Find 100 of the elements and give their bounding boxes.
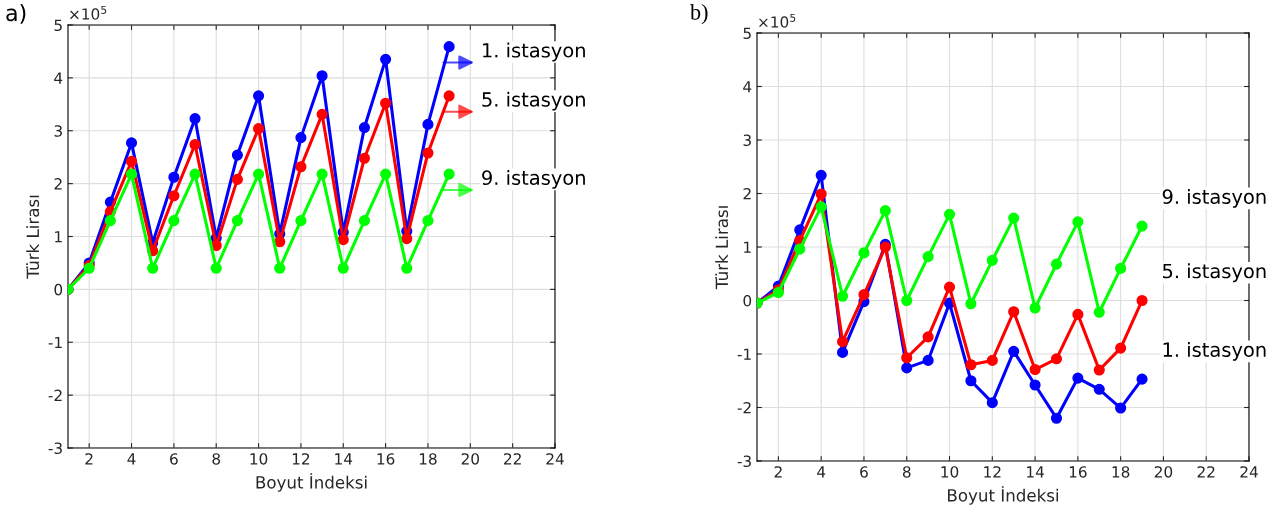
x-tick-label: 10 [250, 453, 268, 465]
point [1008, 306, 1020, 318]
point [104, 215, 116, 227]
x-tick-label: 16 [1069, 466, 1087, 478]
point [231, 149, 243, 161]
point [986, 354, 998, 366]
point [922, 354, 934, 366]
point [1029, 302, 1041, 314]
point [147, 262, 159, 274]
x-tick-label: 6 [170, 453, 178, 465]
point [380, 97, 392, 109]
y-tick-label: 3 [743, 134, 751, 147]
point [858, 289, 870, 301]
point [815, 169, 827, 181]
y-tick-label: 5 [743, 27, 751, 40]
x-tick-label: 20 [1154, 466, 1173, 478]
point [858, 247, 870, 259]
y-tick-label: 4 [743, 81, 752, 93]
point [274, 236, 286, 248]
point [1115, 402, 1127, 414]
point [1136, 373, 1148, 385]
point [943, 281, 956, 293]
point [422, 147, 434, 159]
point [189, 168, 201, 180]
x-tick-label: 4 [817, 466, 826, 478]
text: ×10$^{5}$ [759, 13, 796, 28]
point [901, 352, 913, 364]
y-tick-label: -2 [737, 401, 751, 414]
point [1050, 258, 1063, 270]
y-tick-label: -2 [48, 389, 62, 401]
point [253, 168, 265, 180]
chart-title: b) [690, 4, 708, 25]
x-tick-label: 8 [212, 453, 221, 465]
point [1029, 379, 1041, 391]
y-tick-label: -3 [48, 442, 62, 455]
x-tick-label: 12 [292, 453, 310, 465]
x-tick-label: 6 [860, 466, 868, 478]
point [422, 215, 434, 227]
x-tick-label: 4 [127, 453, 136, 465]
point [210, 262, 222, 274]
x-tick-label: 10 [941, 466, 959, 478]
y-tick-label: -1 [737, 348, 751, 360]
annotation: 1. istasyon [483, 42, 585, 62]
point [189, 113, 201, 125]
point [1093, 383, 1105, 395]
point [837, 336, 849, 348]
point [922, 251, 934, 263]
y-tick-label: 1 [744, 241, 751, 253]
x-tick-label: 22 [504, 453, 521, 465]
y-axis-title: Türk Lirası [715, 206, 729, 290]
point [380, 53, 392, 65]
point [337, 262, 349, 274]
series-label: 1. istasyon [1163, 341, 1266, 361]
point [986, 397, 998, 409]
point [815, 201, 827, 213]
point [231, 173, 243, 185]
point [1072, 308, 1084, 320]
y-tick-label: -1 [48, 336, 62, 349]
y-tick-label: 1 [55, 231, 62, 243]
point [794, 243, 806, 255]
y-tick-label: 0 [743, 294, 752, 307]
x-tick-label: 12 [984, 466, 1001, 478]
y-axis-title: Türk Lirası [26, 195, 40, 279]
point [380, 168, 392, 180]
text: ×10$^{5}$ [70, 5, 107, 20]
point [1072, 216, 1084, 228]
x-tick-label: 18 [1112, 466, 1130, 478]
point [295, 161, 307, 173]
point [422, 118, 434, 130]
x-tick-label: 14 [1027, 466, 1044, 478]
point [168, 190, 180, 202]
point [358, 122, 370, 134]
point [1008, 345, 1020, 357]
point [231, 215, 243, 227]
point [1093, 364, 1105, 376]
point [837, 290, 849, 302]
point [837, 346, 849, 358]
point [401, 233, 413, 245]
point [316, 70, 328, 82]
point [901, 294, 913, 307]
point [253, 90, 265, 102]
point [295, 215, 307, 227]
x-tick-label: 14 [335, 453, 353, 465]
point [922, 331, 934, 343]
point [943, 208, 956, 220]
x-tick-label: 24 [1240, 466, 1258, 478]
point [316, 168, 328, 180]
point [1029, 363, 1041, 376]
series-label: 9. istasyon [1162, 188, 1266, 208]
point [189, 138, 201, 151]
point [1093, 306, 1105, 318]
annotation: 9. istasyon [482, 169, 585, 189]
point [1050, 353, 1063, 365]
x-axis-title: Boyut İndeksi [256, 473, 367, 492]
point [125, 137, 138, 149]
point [986, 254, 998, 266]
point [358, 152, 370, 164]
y-tick-label: 4 [54, 72, 63, 84]
x-tick-label: 2 [85, 453, 93, 465]
point [253, 123, 265, 135]
